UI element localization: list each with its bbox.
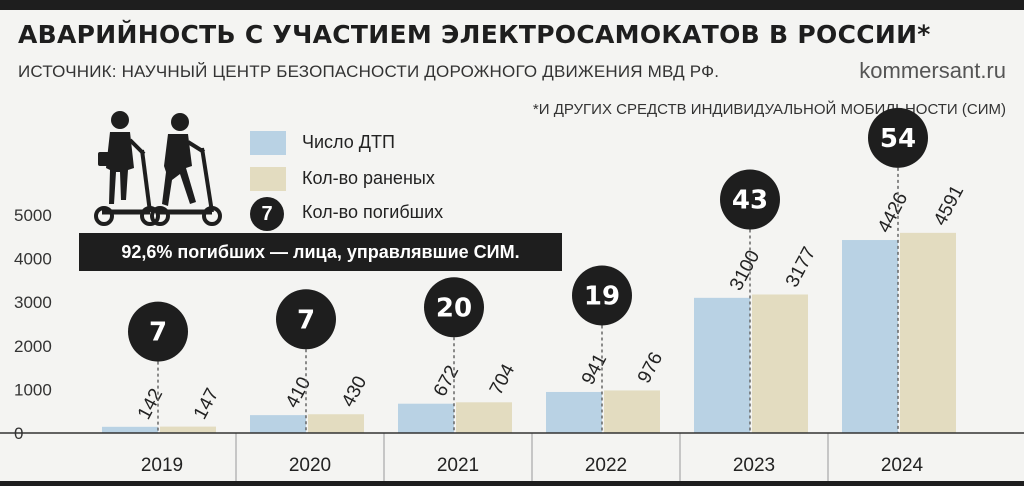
site-name: kommersant.ru xyxy=(859,58,1006,83)
value-label-accidents: 4426 xyxy=(874,189,912,236)
legend-label-deaths: Кол-во погибших xyxy=(302,202,444,222)
electric-scooter-riders-icon xyxy=(94,111,222,226)
legend-label-injured: Кол-во раненых xyxy=(302,168,435,188)
bar-accidents xyxy=(694,297,750,433)
deaths-circle xyxy=(720,169,780,230)
value-label-injured: 147 xyxy=(190,385,223,423)
value-label-injured: 976 xyxy=(634,349,667,387)
value-label-injured: 704 xyxy=(486,360,520,398)
deaths-label: 7 xyxy=(297,305,315,335)
legend-marker-deaths: 7 xyxy=(250,197,284,231)
value-label-accidents: 672 xyxy=(430,362,463,400)
bottom-rule xyxy=(0,481,1024,486)
bar-accidents xyxy=(102,426,158,433)
deaths-circle xyxy=(276,289,336,350)
bar-accidents xyxy=(398,403,454,433)
legend-swatch-injured xyxy=(250,167,286,191)
value-label-accidents: 3100 xyxy=(726,247,764,294)
value-label-injured: 3177 xyxy=(782,244,820,291)
chart-title: АВАРИЙНОСТЬ С УЧАСТИЕМ ЭЛЕКТРОСАМОКАТОВ … xyxy=(18,20,931,49)
x-tick-label: 2023 xyxy=(733,455,775,476)
x-tick-label: 2020 xyxy=(289,455,331,476)
y-tick-label: 2000 xyxy=(14,337,52,356)
value-label-accidents: 410 xyxy=(282,374,315,412)
x-tick-label: 2019 xyxy=(141,455,183,476)
legend-item-injured: Кол-во раненых xyxy=(250,164,510,194)
deaths-circle xyxy=(424,277,484,338)
deaths-circle xyxy=(572,265,632,326)
x-tick-label: 2021 xyxy=(437,455,479,476)
bar-injured xyxy=(752,294,808,433)
x-tick-label: 2022 xyxy=(585,455,627,476)
legend-swatch-accidents xyxy=(250,131,286,155)
value-label-accidents: 941 xyxy=(578,350,611,388)
y-tick-label: 1000 xyxy=(14,380,52,399)
bar-accidents xyxy=(842,240,898,433)
value-label-injured: 4591 xyxy=(930,182,968,229)
x-tick-label: 2024 xyxy=(881,455,924,476)
legend-item-deaths: 7 Кол-во погибших xyxy=(250,197,510,231)
deaths-circle xyxy=(868,107,928,168)
value-label-injured: 430 xyxy=(338,373,371,411)
deaths-label: 7 xyxy=(149,318,167,348)
bar-accidents xyxy=(546,391,602,433)
deaths-label: 43 xyxy=(732,185,768,215)
deaths-label: 19 xyxy=(584,281,620,311)
y-tick-label: 5000 xyxy=(14,206,52,225)
value-label-accidents: 142 xyxy=(134,385,167,423)
top-rule xyxy=(0,0,1024,10)
y-tick-label: 3000 xyxy=(14,293,52,312)
legend-item-accidents: Число ДТП xyxy=(250,128,510,158)
bar-injured xyxy=(900,232,956,433)
note-box: 92,6% погибших — лица, управлявшие СИМ. xyxy=(79,233,562,271)
deaths-label: 54 xyxy=(880,124,916,154)
y-tick-label: 4000 xyxy=(14,250,52,269)
deaths-label: 20 xyxy=(436,293,472,323)
bar-injured xyxy=(456,402,512,433)
bar-injured xyxy=(308,414,364,433)
bar-accidents xyxy=(250,415,306,433)
bar-injured xyxy=(604,390,660,433)
deaths-circle xyxy=(128,301,188,362)
legend-label-accidents: Число ДТП xyxy=(302,132,395,152)
bar-injured xyxy=(160,426,216,433)
source-line: ИСТОЧНИК: НАУЧНЫЙ ЦЕНТР БЕЗОПАСНОСТИ ДОР… xyxy=(18,62,720,81)
